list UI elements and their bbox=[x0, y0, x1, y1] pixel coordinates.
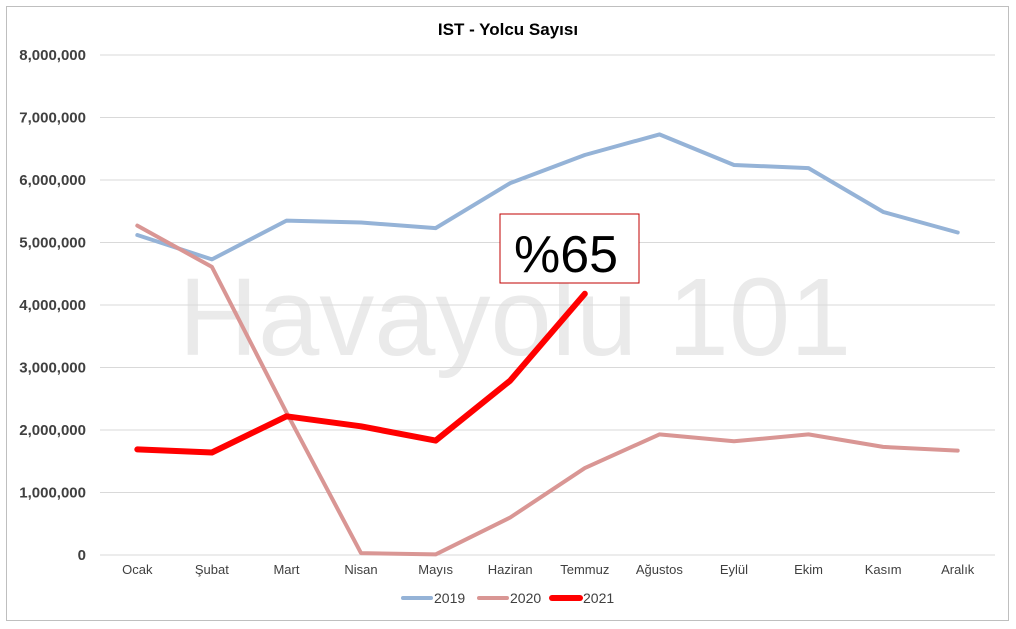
callout-rect bbox=[499, 213, 640, 284]
y-tick-label: 1,000,000 bbox=[19, 485, 86, 502]
legend-label-2021: 2021 bbox=[583, 590, 614, 606]
series-line-2020 bbox=[135, 223, 960, 557]
x-tick-label: Ocak bbox=[122, 562, 153, 577]
x-axis-ticks: Ocak Şubat Mart Nisan Mayıs Haziran Temmuz Ağus… bbox=[122, 562, 975, 577]
x-tick-label: Mayıs bbox=[418, 562, 453, 577]
legend-label-2019: 2019 bbox=[434, 590, 465, 606]
chart-title: IST - Yolcu Sayısı bbox=[438, 20, 578, 39]
y-tick-label: 8,000,000 bbox=[19, 47, 86, 64]
x-tick-label: Aralık bbox=[941, 562, 975, 577]
series-line-2019 bbox=[135, 132, 960, 262]
x-tick-label: Nisan bbox=[344, 562, 377, 577]
x-tick-label: Mart bbox=[273, 562, 299, 577]
y-tick-label: 3,000,000 bbox=[19, 360, 86, 377]
y-tick-label: 0 bbox=[78, 547, 86, 564]
y-tick-label: 5,000,000 bbox=[19, 235, 86, 252]
callout-box: %65 bbox=[499, 213, 640, 284]
x-tick-label: Temmuz bbox=[560, 562, 609, 577]
x-tick-label: Haziran bbox=[488, 562, 533, 577]
callout-label: %65 bbox=[514, 226, 618, 284]
x-tick-label: Ekim bbox=[794, 562, 823, 577]
legend: 2019 2020 2021 bbox=[401, 590, 614, 606]
y-tick-label: 2,000,000 bbox=[19, 422, 86, 439]
gridlines bbox=[100, 54, 995, 556]
x-tick-label: Şubat bbox=[195, 562, 229, 577]
series-line-2021 bbox=[134, 290, 588, 456]
y-tick-label: 7,000,000 bbox=[19, 110, 86, 127]
x-tick-label: Kasım bbox=[865, 562, 902, 577]
series-lines bbox=[134, 132, 960, 557]
y-axis-ticks: 0 1,000,000 2,000,000 3,000,000 4,000,000 5,0… bbox=[19, 47, 86, 564]
x-tick-label: Eylül bbox=[720, 562, 748, 577]
y-tick-label: 4,000,000 bbox=[19, 297, 86, 314]
x-tick-label: Ağustos bbox=[636, 562, 683, 577]
y-tick-label: 6,000,000 bbox=[19, 172, 86, 189]
legend-label-2020: 2020 bbox=[510, 590, 541, 606]
